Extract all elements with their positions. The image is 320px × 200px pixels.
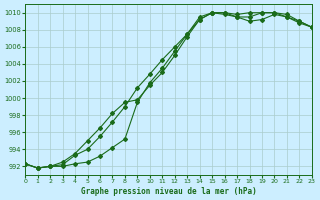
X-axis label: Graphe pression niveau de la mer (hPa): Graphe pression niveau de la mer (hPa) — [81, 187, 256, 196]
